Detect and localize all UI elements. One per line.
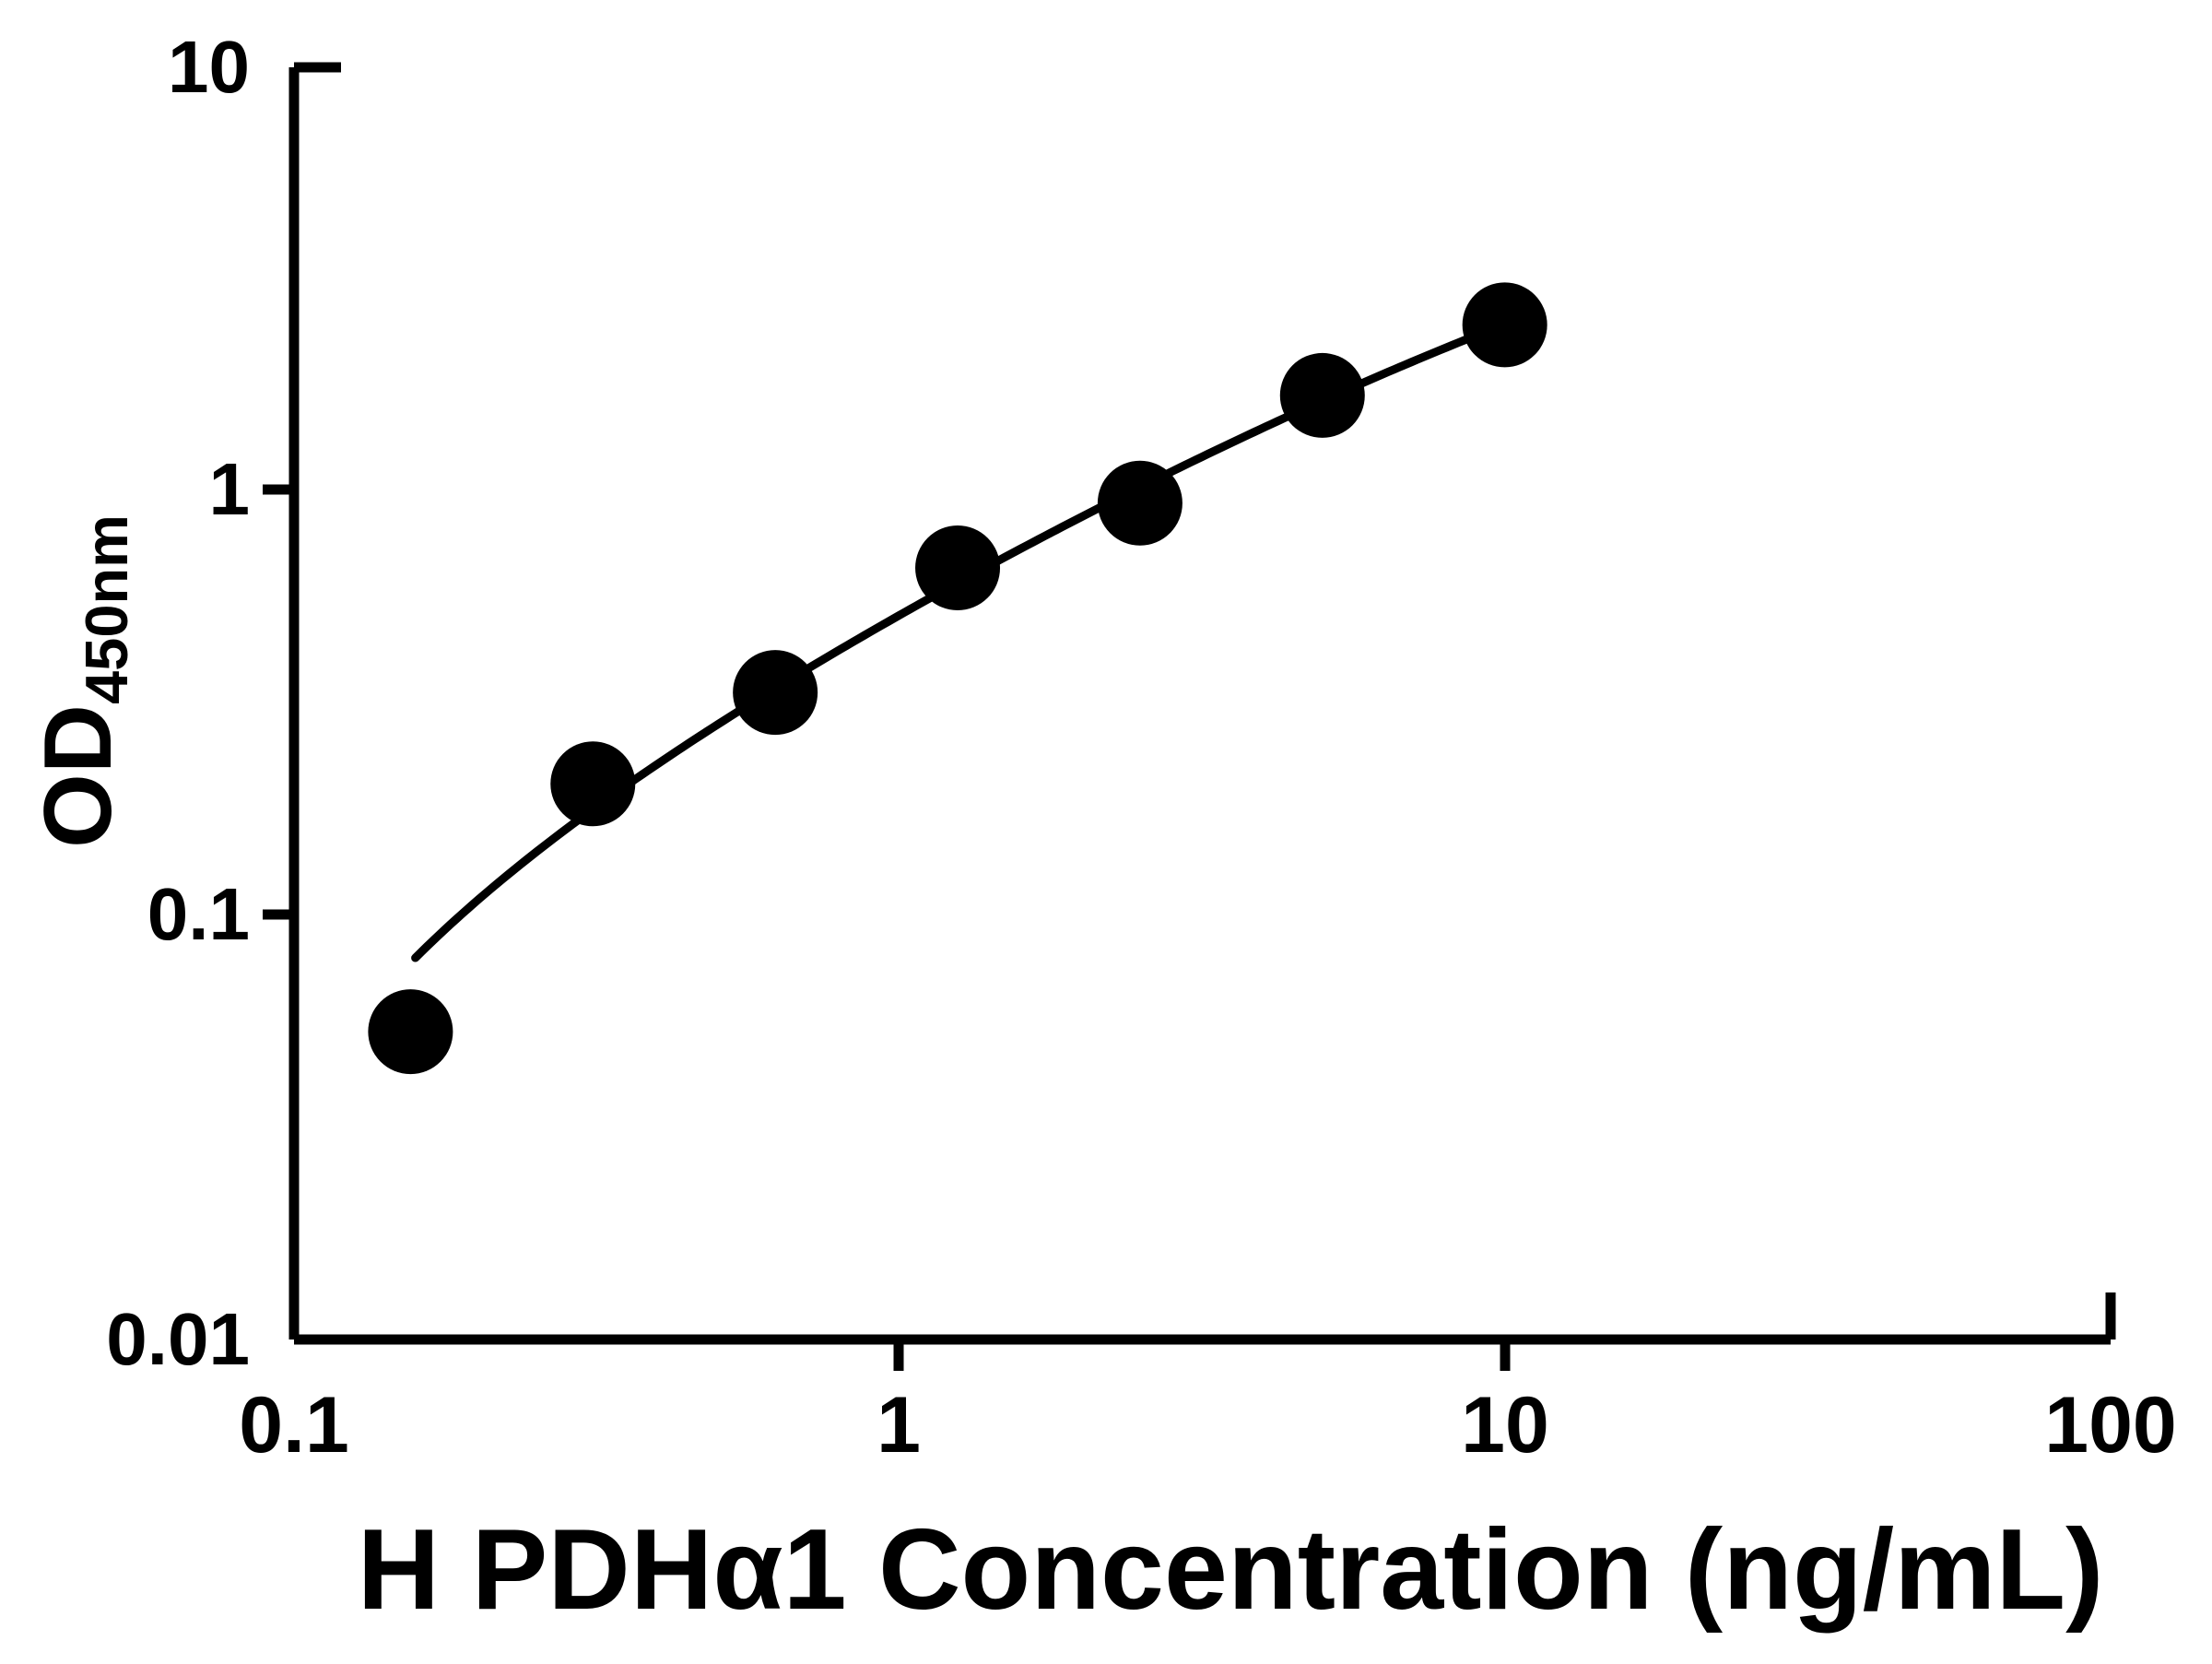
svg-text:0.1: 0.1 bbox=[147, 873, 250, 955]
svg-text:0.1: 0.1 bbox=[239, 1381, 349, 1469]
svg-text:10: 10 bbox=[1461, 1381, 1549, 1469]
svg-text:0.01: 0.01 bbox=[106, 1298, 250, 1380]
svg-text:H PDHα1 Concentration (ng/mL): H PDHα1 Concentration (ng/mL) bbox=[358, 1506, 2104, 1634]
svg-text:1: 1 bbox=[209, 448, 251, 530]
svg-text:1: 1 bbox=[877, 1381, 921, 1469]
svg-text:10: 10 bbox=[168, 26, 250, 108]
svg-text:OD450nm: OD450nm bbox=[25, 514, 140, 848]
svg-text:100: 100 bbox=[2044, 1381, 2177, 1469]
